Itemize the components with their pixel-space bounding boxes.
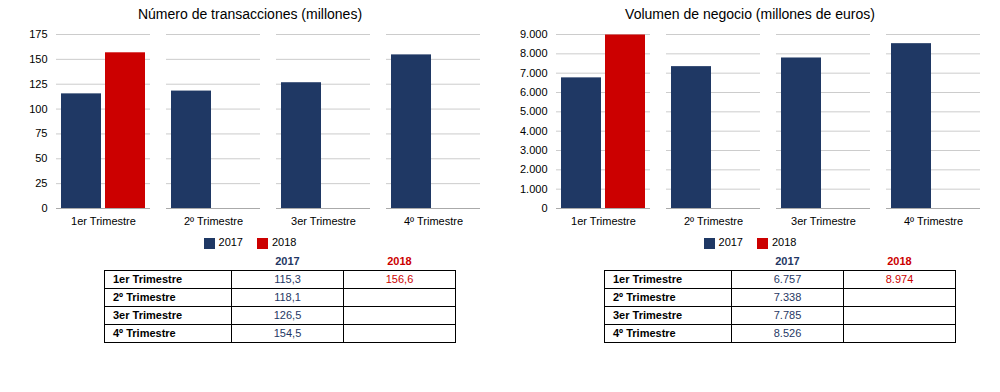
svg-text:2º Trimestre: 2º Trimestre bbox=[684, 215, 743, 227]
html-text:7.785: 7.785 bbox=[773, 309, 802, 322]
html-text:4º Trimestre: 4º Trimestre bbox=[113, 327, 176, 340]
html-text:6.757: 6.757 bbox=[773, 273, 802, 286]
html-text:Número de transacciones (millo: Número de transacciones (millones) bbox=[138, 6, 362, 22]
svg-text:4º Trimestre: 4º Trimestre bbox=[404, 215, 463, 227]
svg-text:75: 75 bbox=[35, 127, 47, 139]
html-text:1er Trimestre: 1er Trimestre bbox=[613, 273, 683, 286]
html-text:8.526: 8.526 bbox=[773, 327, 802, 340]
svg-text:4.000: 4.000 bbox=[520, 125, 548, 137]
html-text:3er Trimestre: 3er Trimestre bbox=[113, 309, 183, 322]
svg-text:25: 25 bbox=[35, 177, 47, 189]
svg-text:175: 175 bbox=[29, 28, 47, 40]
svg-text:125: 125 bbox=[29, 78, 47, 90]
svg-text:5.000: 5.000 bbox=[520, 105, 548, 117]
html-text:8.974: 8.974 bbox=[885, 273, 914, 286]
svg-text:50: 50 bbox=[35, 152, 47, 164]
svg-text:3er Trimestre: 3er Trimestre bbox=[291, 215, 356, 227]
svg-text:2º Trimestre: 2º Trimestre bbox=[184, 215, 243, 227]
svg-text:7.000: 7.000 bbox=[520, 67, 548, 79]
svg-text:4º Trimestre: 4º Trimestre bbox=[904, 215, 963, 227]
svg-text:0: 0 bbox=[541, 202, 547, 214]
svg-text:1er Trimestre: 1er Trimestre bbox=[571, 215, 636, 227]
html-text:2018: 2018 bbox=[887, 254, 912, 267]
html-text:7.338: 7.338 bbox=[773, 291, 802, 304]
html-text:154,5: 154,5 bbox=[273, 327, 302, 340]
html-text:Volumen de negocio (millones d: Volumen de negocio (millones de euros) bbox=[625, 6, 875, 22]
html-text:2018: 2018 bbox=[387, 254, 412, 267]
svg-text:100: 100 bbox=[29, 103, 47, 115]
svg-text:6.000: 6.000 bbox=[520, 86, 548, 98]
html-text:2017: 2017 bbox=[218, 236, 243, 248]
html-text:2018: 2018 bbox=[772, 236, 797, 248]
html-text:4º Trimestre: 4º Trimestre bbox=[613, 327, 676, 340]
svg-text:1.000: 1.000 bbox=[520, 183, 548, 195]
html-text:2º Trimestre: 2º Trimestre bbox=[613, 291, 676, 304]
svg-text:3er Trimestre: 3er Trimestre bbox=[791, 215, 856, 227]
svg-text:0: 0 bbox=[41, 202, 47, 214]
svg-text:9.000: 9.000 bbox=[520, 28, 548, 40]
html-text:156,6: 156,6 bbox=[385, 273, 414, 286]
html-text:2017: 2017 bbox=[775, 254, 800, 267]
svg-text:8.000: 8.000 bbox=[520, 47, 548, 59]
svg-text:3.000: 3.000 bbox=[520, 144, 548, 156]
html-text:2018: 2018 bbox=[272, 236, 297, 248]
html-text:126,5: 126,5 bbox=[273, 309, 302, 322]
svg-text:2.000: 2.000 bbox=[520, 163, 548, 175]
html-text:2017: 2017 bbox=[718, 236, 743, 248]
html-text:118,1: 118,1 bbox=[274, 291, 301, 304]
html-text:2017: 2017 bbox=[275, 254, 300, 267]
svg-text:1er Trimestre: 1er Trimestre bbox=[71, 215, 136, 227]
svg-text:150: 150 bbox=[29, 53, 47, 65]
html-text:2º Trimestre: 2º Trimestre bbox=[113, 291, 176, 304]
html-text:1er Trimestre: 1er Trimestre bbox=[113, 273, 183, 286]
html-text:115,3: 115,3 bbox=[274, 273, 301, 286]
html-text:3er Trimestre: 3er Trimestre bbox=[613, 309, 683, 322]
